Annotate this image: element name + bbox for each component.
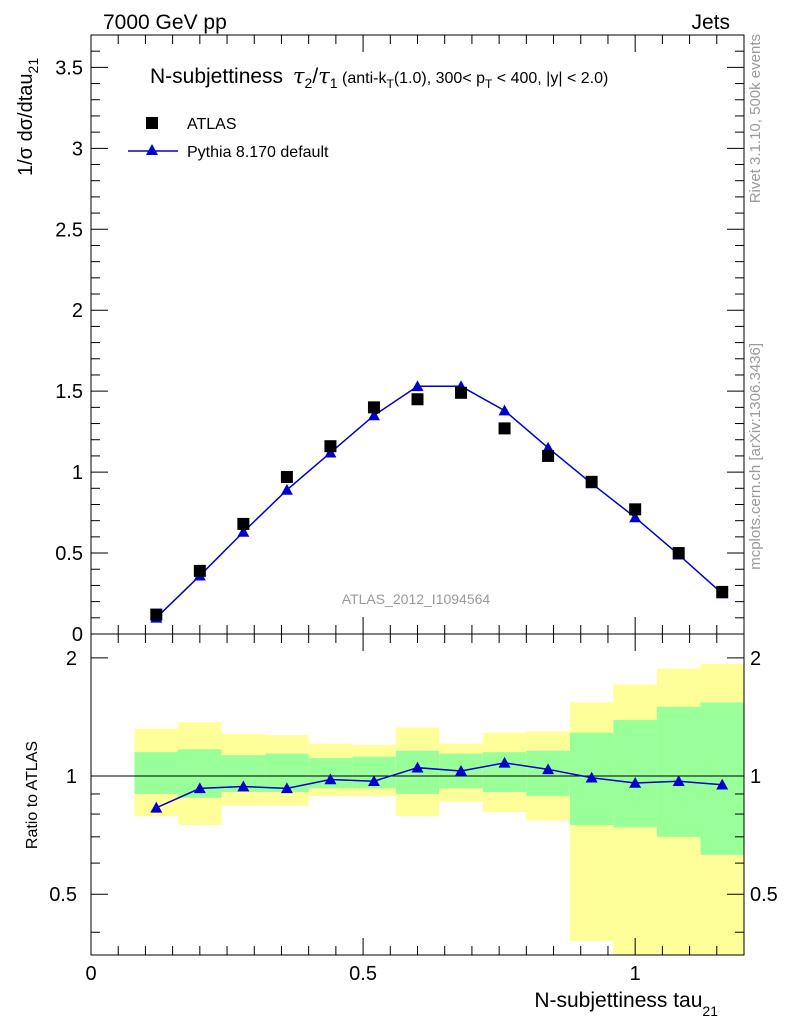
title-algo-text: (anti-k: [338, 70, 388, 87]
main-y-axis-subscript: 21: [25, 58, 41, 74]
title-pt-text: (1.0), 300< p: [394, 70, 485, 87]
atlas-point: [542, 449, 555, 462]
x-axis-label: N-subjettiness tau21: [534, 989, 718, 1019]
ratio-pythia-line: [155, 762, 723, 809]
main-y-tick-label: 3.5: [55, 57, 83, 79]
title-tau2-subscript: 2: [305, 75, 313, 91]
legend-atlas-marker: [146, 117, 158, 129]
main-axis-ticks: [90, 34, 745, 635]
ratio-pythia-point: [150, 801, 163, 813]
ratio-y-tick-label-left: 2: [66, 648, 77, 670]
main-plot-title: N-subjettiness τ2/τ1 (anti-kT(1.0), 300<…: [150, 64, 608, 91]
header-right-label: Jets: [691, 11, 730, 34]
ratio-pythia-point: [324, 773, 337, 785]
atlas-point: [629, 503, 642, 516]
mcplots-source-label: mcplots.cern.ch [arXiv:1306.3436]: [747, 343, 764, 570]
pythia-point: [367, 409, 380, 421]
legend-pythia-marker: [146, 144, 158, 155]
x-axis-subscript: 21: [702, 1003, 718, 1019]
ratio-pythia-point: [498, 756, 511, 768]
atlas-point: [237, 517, 250, 530]
ratio-y-axis-label: Ratio to ATLAS: [24, 741, 41, 849]
title-cuts-text: < 400, |y| < 2.0): [492, 70, 608, 87]
ratio-pythia-point: [585, 771, 598, 783]
atlas-point: [672, 547, 685, 560]
atlas-point: [498, 422, 511, 435]
main-y-axis-text: 1/σ dσ/dtau: [15, 73, 37, 176]
pythia-line-layer: [155, 385, 723, 619]
analysis-watermark: ATLAS_2012_I1094564: [342, 591, 491, 607]
main-y-tick-label: 0.5: [55, 543, 83, 565]
x-tick-label: 0: [85, 963, 96, 985]
x-axis-text: N-subjettiness tau: [534, 989, 702, 1012]
inner-band-bin: [656, 706, 701, 837]
atlas-point: [411, 393, 424, 406]
legend-pythia-label: Pythia 8.170 default: [187, 144, 329, 161]
title-pt-subscript: T: [485, 77, 493, 91]
atlas-point: [455, 386, 468, 399]
ratio-pythia-point: [542, 763, 555, 775]
main-y-tick-labels: 0 0.5 1 1.5 2 2.5 3 3.5: [55, 57, 83, 646]
main-y-tick-label: 0: [72, 624, 83, 646]
ratio-tick-labels: 0.5 0.5 1 1 2 2 0 0.5 1: [49, 648, 778, 985]
ratio-axis-ticks: [90, 634, 745, 955]
title-kt-subscript: T: [387, 77, 395, 91]
title-tau2-symbol: τ: [293, 64, 305, 88]
header-left-label: 7000 GeV pp: [103, 11, 227, 34]
inner-band-bin: [134, 752, 179, 794]
title-slash: /: [312, 65, 318, 88]
pythia-point: [237, 526, 250, 537]
inner-band-bin: [613, 719, 657, 828]
pythia-point: [498, 404, 511, 416]
atlas-point: [193, 564, 206, 577]
ratio-pythia-point: [193, 782, 206, 794]
atlas-point: [280, 470, 293, 483]
main-y-axis-label: 1/σ dσ/dtau21: [15, 58, 41, 176]
pythia-point: [280, 483, 293, 495]
pythia-line: [155, 385, 723, 619]
atlas-point: [150, 608, 163, 621]
ratio-pythia-point: [629, 776, 642, 788]
main-y-tick-label: 2: [72, 300, 83, 322]
main-plot-panel: 0 0.5 1 1.5 2 2.5 3 3.5 ATLAS_2012_I1094564 N-s…: [55, 34, 745, 646]
legend: ATLAS Pythia 8.170 default: [128, 116, 329, 161]
ratio-pythia-point: [237, 780, 250, 792]
atlas-point: [367, 401, 380, 414]
ratio-pythia-point: [716, 778, 729, 790]
pythia-point: [629, 511, 642, 523]
pythia-point: [411, 380, 424, 392]
ratio-pythia-point: [411, 761, 424, 773]
ratio-pythia-point: [672, 775, 685, 787]
atlas-point: [324, 440, 337, 453]
ratio-y-tick-label-left: 0.5: [49, 884, 77, 906]
atlas-point: [585, 475, 598, 488]
main-y-tick-label: 1.5: [55, 381, 83, 403]
ratio-pythia-point: [367, 775, 380, 787]
ratio-plot-panel: 0.5 0.5 1 1 2 2 0 0.5 1: [49, 633, 778, 985]
ratio-marker-layer: [150, 756, 729, 813]
main-y-tick-label: 2.5: [55, 219, 83, 241]
ratio-pythia-point: [280, 782, 293, 794]
ratio-y-tick-label-right: 1: [750, 766, 761, 788]
x-tick-label: 1: [630, 963, 641, 985]
main-y-tick-label: 3: [72, 138, 83, 160]
marker-layer: [150, 380, 729, 623]
atlas-point: [716, 585, 729, 598]
ratio-y-tick-label-right: 0.5: [750, 884, 778, 906]
rivet-version-label: Rivet 3.1.10, 500k events: [747, 34, 764, 203]
main-y-tick-label: 1: [72, 462, 83, 484]
uncertainty-bands: [134, 663, 744, 955]
ratio-y-tick-label-right: 2: [750, 648, 761, 670]
title-tau1-subscript: 1: [330, 75, 338, 91]
title-main-text: N-subjettiness: [150, 65, 283, 88]
inner-band-bin: [700, 702, 744, 855]
ratio-y-tick-label-left: 1: [66, 766, 77, 788]
ratio-pythia-point: [455, 764, 468, 776]
x-tick-label: 0.5: [349, 963, 377, 985]
ratio-line-layer: [155, 762, 723, 809]
legend-atlas-label: ATLAS: [187, 116, 237, 133]
title-tau1-symbol: τ: [318, 64, 330, 88]
